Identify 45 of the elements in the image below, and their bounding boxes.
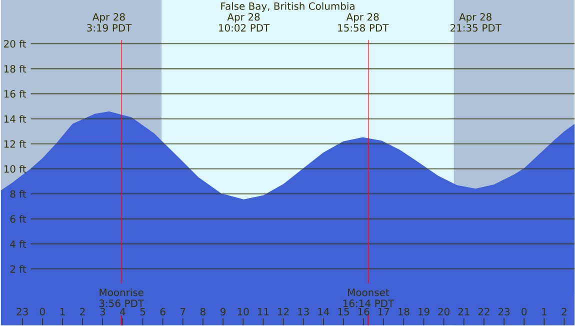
x-tick-label: 23 (16, 308, 28, 316)
x-tick-label: 10 (238, 308, 249, 316)
x-tick-label: 17 (378, 308, 390, 316)
x-tick-label: 2 (80, 308, 85, 316)
ref-line-label: Moonset 16:14 PDT (343, 288, 394, 308)
y-tick-label: 14 ft (4, 115, 26, 123)
x-tick-label: 16 (358, 308, 370, 316)
x-tick-label: 15 (338, 308, 349, 316)
y-tick-label: 16 ft (4, 90, 26, 98)
x-tick-label: 12 (278, 308, 289, 316)
ref-line-label: Moonrise 3:56 PDT (99, 288, 144, 308)
y-tick-label: 8 ft (10, 190, 26, 198)
x-tick-label: 6 (160, 308, 166, 316)
x-tick-label: 1 (542, 308, 546, 316)
y-tick-label: 20 ft (4, 40, 26, 48)
x-tick-label: 4 (120, 308, 126, 316)
y-tick-label: 4 ft (10, 240, 26, 248)
x-tick-label: 5 (140, 308, 146, 316)
x-tick-label: 11 (258, 308, 269, 316)
y-tick-label: 18 ft (4, 65, 26, 73)
x-tick-label: 1 (60, 308, 65, 316)
x-tick-label: 9 (220, 308, 226, 316)
x-tick-label: 7 (180, 308, 186, 316)
x-tick-label: 2 (562, 308, 566, 316)
chart-title: False Bay, British Columbia (221, 2, 354, 12)
x-tick-label: 18 (398, 308, 410, 316)
x-tick-label: 0 (40, 308, 45, 316)
y-tick-label: 2 ft (10, 265, 26, 273)
annotation: Apr 28 3:19 PDT (87, 13, 132, 32)
x-tick-label: 22 (478, 308, 490, 316)
x-tick-label: 21 (458, 308, 470, 316)
x-tick-label: 8 (200, 308, 206, 316)
x-tick-label: 23 (498, 308, 510, 316)
x-tick-label: 20 (438, 308, 450, 316)
annotation: Apr 28 10:02 PDT (219, 13, 270, 32)
annotation: Apr 28 15:58 PDT (338, 13, 389, 32)
x-tick-label: 19 (418, 308, 430, 316)
y-tick-label: 6 ft (10, 215, 26, 223)
annotation: Apr 28 21:35 PDT (450, 13, 502, 32)
x-tick-label: 14 (318, 308, 330, 316)
x-tick-label: 3 (100, 308, 105, 316)
x-tick-label: 0 (522, 308, 527, 316)
y-tick-label: 10 ft (4, 165, 26, 173)
y-tick-label: 12 ft (4, 140, 26, 148)
x-tick-label: 13 (298, 308, 309, 316)
